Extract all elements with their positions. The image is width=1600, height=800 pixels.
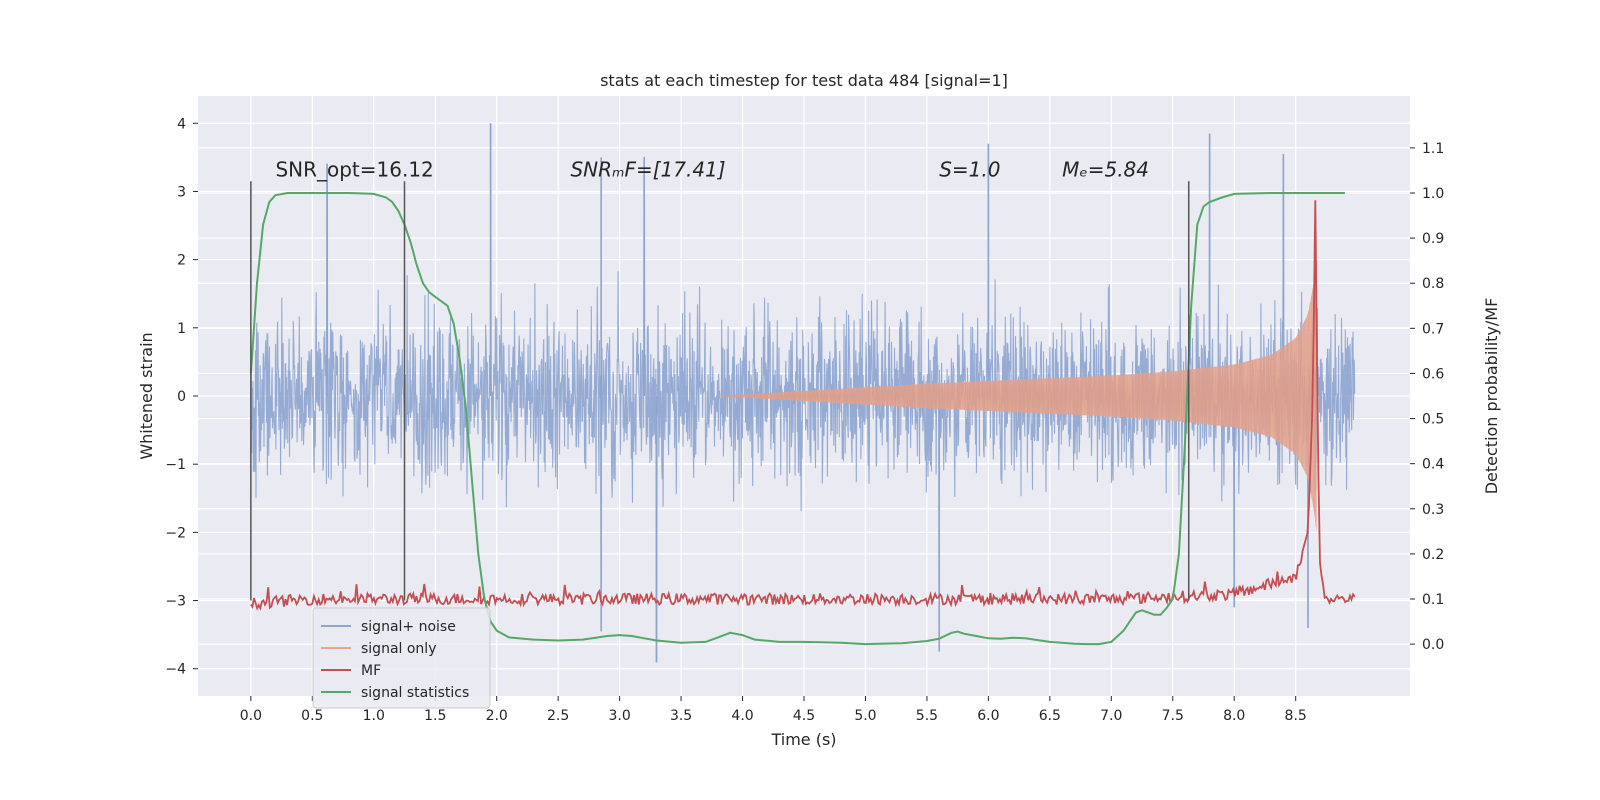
series-signal-only [718, 259, 1317, 533]
y2-tick-label: 0.0 [1422, 637, 1444, 653]
legend-label: signal only [361, 641, 436, 657]
y-tick-label: −3 [165, 594, 186, 610]
y2-tick-label: 0.7 [1422, 321, 1444, 337]
x-tick-label: 6.5 [1039, 708, 1061, 724]
x-axis-label: Time (s) [770, 730, 836, 749]
x-axis: 0.0 0.5 1.0 1.5 2.0 2.5 3.0 3.5 4.0 4.5 5.0 5.5 6.0 6… [240, 696, 1307, 724]
x-tick-label: 2.5 [547, 708, 569, 724]
annotation: Mₑ=5.84 [1062, 157, 1149, 181]
y2-tick-label: 0.6 [1422, 366, 1444, 382]
legend-box [312, 607, 491, 709]
y2-tick-label: 0.8 [1422, 276, 1444, 292]
y-tick-label: −1 [165, 457, 186, 473]
vertical-markers [250, 181, 1190, 601]
legend-label: MF [361, 663, 381, 679]
y2-tick-label: 0.9 [1422, 231, 1444, 247]
annotation: SNRₘF=[17.41] [570, 157, 725, 181]
annotations: SNR_opt=16.12 SNRₘF=[17.41] S=1.0 Mₑ=5.84 [275, 157, 1149, 181]
x-tick-label: 8.0 [1223, 708, 1245, 724]
y-tick-label: 0 [177, 389, 186, 405]
x-tick-label: 7.5 [1162, 708, 1184, 724]
legend: signal+ noise signal only MF signal statist… [312, 607, 491, 709]
y-tick-label: −2 [165, 525, 186, 541]
x-tick-label: 1.0 [363, 708, 385, 724]
signal-only-line [718, 259, 1317, 527]
x-tick-label: 4.0 [731, 708, 753, 724]
y2-tick-label: 0.4 [1422, 457, 1444, 473]
x-tick-label: 8.5 [1285, 708, 1307, 724]
y-axis-label: Whitened strain [137, 332, 156, 459]
x-tick-label: 7.0 [1100, 708, 1122, 724]
annotation: SNR_opt=16.12 [275, 157, 433, 181]
y2-tick-label: 1.1 [1422, 141, 1444, 157]
y-tick-label: 1 [177, 321, 186, 337]
y2-tick-label: 0.1 [1422, 592, 1444, 608]
y-axis-left: 4 3 2 1 0 −1 −2 −3 −4 [165, 116, 198, 678]
y-tick-label: 3 [177, 184, 186, 200]
chart-title: stats at each timestep for test data 484… [600, 71, 1008, 90]
y2-axis-label: Detection probability/MF [1482, 298, 1501, 495]
x-tick-label: 3.5 [670, 708, 692, 724]
y2-tick-label: 0.3 [1422, 502, 1444, 518]
signal-statistics-line [249, 192, 1345, 646]
x-tick-label: 4.5 [793, 708, 815, 724]
x-tick-label: 2.0 [486, 708, 508, 724]
x-tick-label: 1.5 [424, 708, 446, 724]
x-tick-label: 0.0 [240, 708, 262, 724]
annotation: S=1.0 [939, 157, 1000, 181]
x-tick-label: 3.0 [608, 708, 630, 724]
x-tick-label: 5.5 [916, 708, 938, 724]
x-tick-label: 5.0 [854, 708, 876, 724]
y-tick-label: −4 [165, 662, 186, 678]
y2-tick-label: 0.2 [1422, 547, 1444, 563]
y-tick-label: 2 [177, 253, 186, 269]
legend-label: signal statistics [361, 685, 469, 701]
x-tick-label: 0.5 [301, 708, 323, 724]
legend-label: signal+ noise [361, 619, 456, 635]
y2-tick-label: 1.0 [1422, 186, 1444, 202]
y-axis-right: 1.1 1.0 0.9 0.8 0.7 0.6 0.5 0.4 0.3 0.2 0.1 0.0 [1410, 141, 1444, 653]
x-tick-label: 6.0 [977, 708, 999, 724]
series-signal-statistics [249, 192, 1345, 646]
y2-tick-label: 0.5 [1422, 412, 1444, 428]
y-tick-label: 4 [177, 116, 186, 132]
